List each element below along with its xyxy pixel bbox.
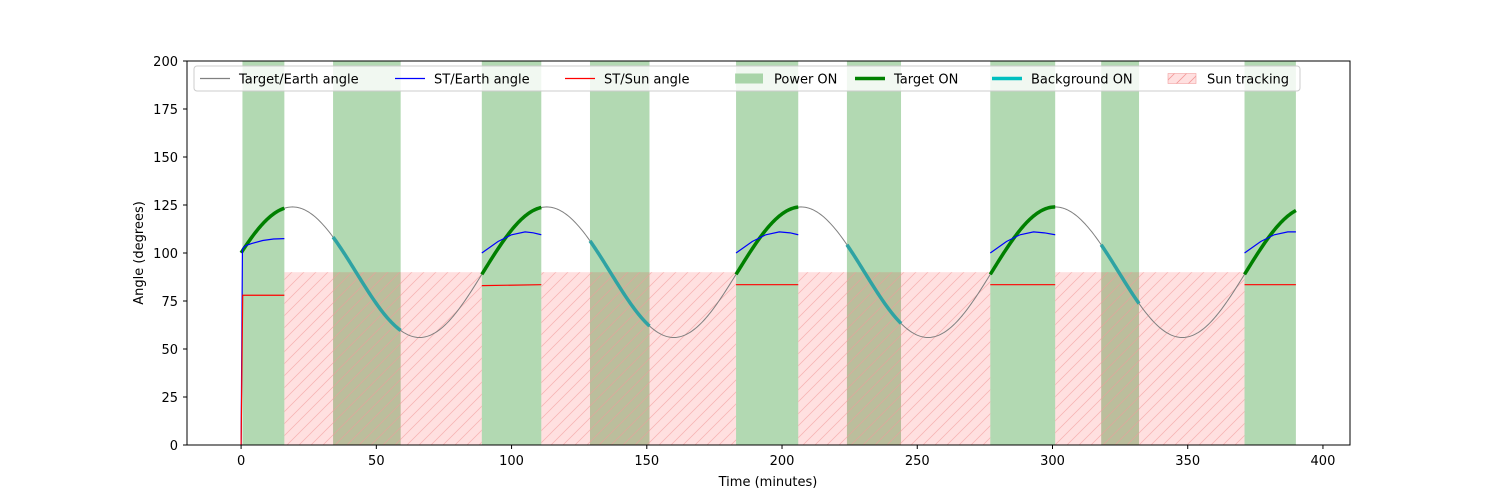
x-axis-ticks: 0 50 100 150 200 250 300 350 400 [237, 445, 1335, 469]
legend-box [193, 65, 1301, 92]
x-tick-label: 0 [237, 454, 245, 469]
background-on-segment [331, 236, 402, 332]
y-tick-label: 25 [161, 391, 178, 406]
sun-tracking-hatch [798, 272, 991, 445]
power-on-band [1244, 61, 1296, 445]
y-tick-label: 0 [170, 439, 178, 454]
legend-label: ST/Earth angle [434, 73, 530, 88]
legend-swatch-hatch [1168, 73, 1196, 84]
x-tick-label: 400 [1311, 454, 1336, 469]
sun-tracking-hatch [1055, 272, 1245, 445]
legend-label: Target/Earth angle [238, 73, 359, 88]
y-axis-label: Angle (degrees) [132, 201, 147, 305]
sun-tracking-bands [284, 272, 1245, 445]
series-lines [239, 205, 1297, 445]
legend-label: Target ON [893, 73, 958, 88]
st-earth-angle-segment [989, 231, 1056, 254]
sun-tracking-hatch [284, 272, 482, 445]
power-on-band [736, 61, 799, 445]
background-on-segment [845, 243, 903, 325]
legend-label: ST/Sun angle [604, 73, 690, 88]
y-tick-label: 125 [153, 199, 178, 214]
y-tick-label: 200 [153, 55, 178, 70]
power-on-band [242, 61, 285, 445]
y-tick-label: 100 [153, 247, 178, 262]
st-sun-angle-segment [481, 284, 542, 287]
x-tick-label: 50 [368, 454, 385, 469]
target-on-segment [734, 205, 799, 276]
x-tick-label: 300 [1040, 454, 1065, 469]
x-tick-label: 200 [770, 454, 795, 469]
legend-label: Power ON [774, 73, 837, 88]
st-earth-angle-segment [481, 231, 542, 254]
legend: Target/Earth angle ST/Earth angle ST/Sun a… [193, 65, 1301, 92]
legend-label: Sun tracking [1207, 73, 1289, 88]
x-tick-label: 350 [1175, 454, 1200, 469]
st-earth-angle-segment [240, 238, 285, 445]
target-on-segment [239, 206, 285, 254]
st-sun-angle-segment [240, 294, 285, 445]
background-on-segment [1099, 243, 1141, 305]
background-on-segment [588, 239, 651, 328]
y-axis-ticks: 0 25 50 75 100 125 150 175 200 [153, 55, 187, 454]
y-tick-label: 75 [161, 295, 178, 310]
x-tick-label: 150 [634, 454, 659, 469]
x-axis-label: Time (minutes) [718, 475, 818, 490]
y-tick-label: 150 [153, 151, 178, 166]
x-tick-label: 250 [905, 454, 930, 469]
target-on-segment [1243, 208, 1297, 276]
legend-swatch [735, 73, 763, 84]
st-earth-angle-segment [1244, 231, 1296, 254]
legend-label: Background ON [1031, 73, 1133, 88]
target-on-segment [988, 205, 1056, 276]
y-tick-label: 50 [161, 343, 178, 358]
power-on-band [990, 61, 1056, 445]
y-tick-label: 175 [153, 103, 178, 118]
target-on-segment [480, 205, 542, 276]
st-earth-angle-segment [735, 231, 799, 254]
power-on-band [481, 61, 542, 445]
x-tick-label: 100 [499, 454, 524, 469]
sun-tracking-hatch [541, 272, 737, 445]
